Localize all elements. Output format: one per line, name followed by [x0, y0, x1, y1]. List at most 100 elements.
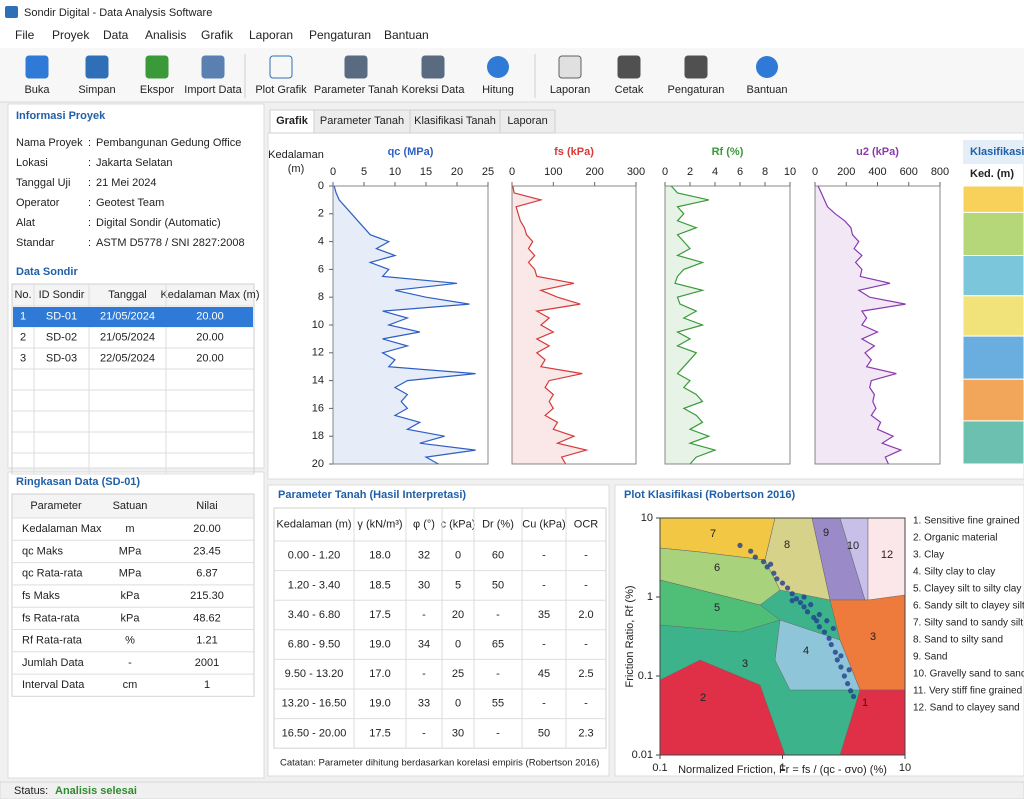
menu-item[interactable]: Analisis	[145, 28, 186, 42]
parameters-cell: -	[542, 579, 546, 591]
toolbar-label[interactable]: Parameter Tanah	[314, 84, 398, 96]
sondir-selected-row[interactable]	[13, 307, 253, 327]
sondir-cell[interactable]: 21/05/2024	[100, 331, 155, 343]
toolbar-label[interactable]: Koreksi Data	[402, 84, 466, 96]
parameters-header	[274, 508, 606, 541]
y-tick-label: 20	[312, 458, 324, 470]
sondir-cell[interactable]: 2	[20, 331, 26, 343]
y-axis-label: (m)	[288, 163, 305, 175]
summary-cell: Kedalaman Max	[22, 523, 102, 535]
data-point	[793, 596, 800, 602]
toolbar-label[interactable]: Buka	[24, 84, 50, 96]
summary-cell: Rf Rata-rata	[22, 635, 83, 647]
tab-label[interactable]: Laporan	[507, 115, 547, 127]
parameters-cell: 17.0	[369, 668, 390, 680]
menu-item[interactable]: Bantuan	[384, 28, 429, 42]
sondir-cell[interactable]: 20.00	[196, 352, 224, 364]
profile-line	[817, 185, 906, 465]
toolbar-label[interactable]: Pengaturan	[668, 84, 725, 96]
zone-label: 7	[710, 528, 716, 540]
summary-header	[12, 494, 254, 518]
toolbar-label[interactable]: Import Data	[184, 84, 242, 96]
sondir-header	[12, 284, 254, 306]
toolbar-label[interactable]: Ekspor	[140, 84, 175, 96]
info-label: Alat	[16, 217, 35, 229]
sondir-cell[interactable]: SD-03	[46, 352, 77, 364]
summary-cell: fs Maks	[22, 590, 60, 602]
parameters-cell: 0	[455, 639, 461, 651]
x-tick-label: 25	[482, 166, 494, 178]
sondir-column-header: Kedalaman Max (m)	[160, 289, 259, 301]
sondir-cell[interactable]: 20.00	[196, 310, 224, 322]
parameters-cell: 30	[452, 727, 464, 739]
tab[interactable]	[499, 109, 556, 134]
data-point	[789, 591, 795, 597]
sondir-cell[interactable]: 1	[20, 310, 26, 322]
data-point	[779, 580, 786, 586]
tab-label[interactable]: Grafik	[276, 115, 309, 127]
parameters-cell: -	[422, 668, 426, 680]
summary-column-header: Nilai	[196, 500, 217, 512]
sondir-column-header: ID Sondir	[39, 289, 85, 301]
parameters-column-header: Kedalaman (m)	[276, 518, 351, 530]
data-point	[784, 585, 791, 591]
summary-cell: fs Rata-rata	[22, 612, 80, 624]
sondir-cell[interactable]: SD-01	[46, 310, 77, 322]
menu-item[interactable]: Laporan	[249, 28, 293, 42]
sondir-cell[interactable]: 20.00	[196, 331, 224, 343]
parameters-cell: 2.3	[578, 727, 593, 739]
parameters-cell: 0	[455, 698, 461, 710]
menu-item[interactable]: Grafik	[201, 28, 234, 42]
sondir-cell[interactable]: 22/05/2024	[100, 352, 155, 364]
sondir-column-header: No.	[14, 289, 31, 301]
summary-column-header: Parameter	[30, 500, 82, 512]
parameters-cell: 5	[455, 579, 461, 591]
menu-item[interactable]: File	[15, 28, 35, 42]
data-point	[845, 681, 851, 687]
data-point	[850, 693, 857, 700]
x-tick-label: 200	[837, 166, 855, 178]
zone-label: 4	[803, 645, 809, 657]
sondir-cell[interactable]: SD-02	[46, 331, 77, 343]
summary-column-header: Satuan	[113, 500, 148, 512]
zone-label: 6	[714, 562, 720, 574]
parameters-cell: -	[584, 639, 588, 651]
menu-item[interactable]: Data	[103, 28, 129, 42]
parameters-cell: -	[542, 639, 546, 651]
y-tick-label: 12	[312, 347, 324, 359]
profile-frame	[814, 185, 941, 465]
toolbar-label[interactable]: Bantuan	[747, 84, 788, 96]
menu-item[interactable]: Proyek	[52, 28, 90, 42]
x-tick-label: 0	[330, 166, 336, 178]
parameters-cell: 0.00 - 1.20	[288, 550, 341, 562]
info-separator: :	[88, 157, 91, 169]
summary-cell: qc Maks	[22, 545, 63, 557]
x-tick-label: 20	[451, 166, 463, 178]
toolbar-label[interactable]: Simpan	[78, 84, 115, 96]
info-value: 21 Mei 2024	[96, 177, 157, 189]
data-point	[841, 673, 847, 679]
legend-entry: 4. Silty clay to clay	[913, 567, 995, 578]
sondir-cell[interactable]: 3	[20, 352, 26, 364]
parameters-column-header: φ (°)	[413, 518, 435, 530]
profile-title: u2 (kPa)	[856, 146, 899, 158]
x-tick-label: 0	[812, 166, 818, 178]
y-axis-label: Friction Ratio, Rf (%)	[624, 585, 636, 687]
profile-frame	[664, 185, 791, 465]
toolbar-label[interactable]: Cetak	[615, 84, 644, 96]
x-tick-label: 100	[544, 166, 562, 178]
toolbar-label[interactable]: Plot Grafik	[255, 84, 307, 96]
tab-label[interactable]: Parameter Tanah	[320, 115, 404, 127]
zone-label: 12	[881, 549, 893, 561]
toolbar-label[interactable]: Hitung	[482, 84, 514, 96]
tab-label[interactable]: Klasifikasi Tanah	[414, 115, 496, 127]
sondir-cell[interactable]: 21/05/2024	[100, 310, 155, 322]
parameters-cell: 17.5	[369, 609, 390, 621]
profile-title: qc (MPa)	[388, 146, 434, 158]
menu-item[interactable]: Pengaturan	[309, 28, 371, 42]
toolbar-icon	[85, 55, 109, 79]
zone-label: 5	[714, 602, 720, 614]
legend-entry: 8. Sand to silty sand	[913, 635, 1003, 646]
toolbar-label[interactable]: Laporan	[550, 84, 590, 96]
